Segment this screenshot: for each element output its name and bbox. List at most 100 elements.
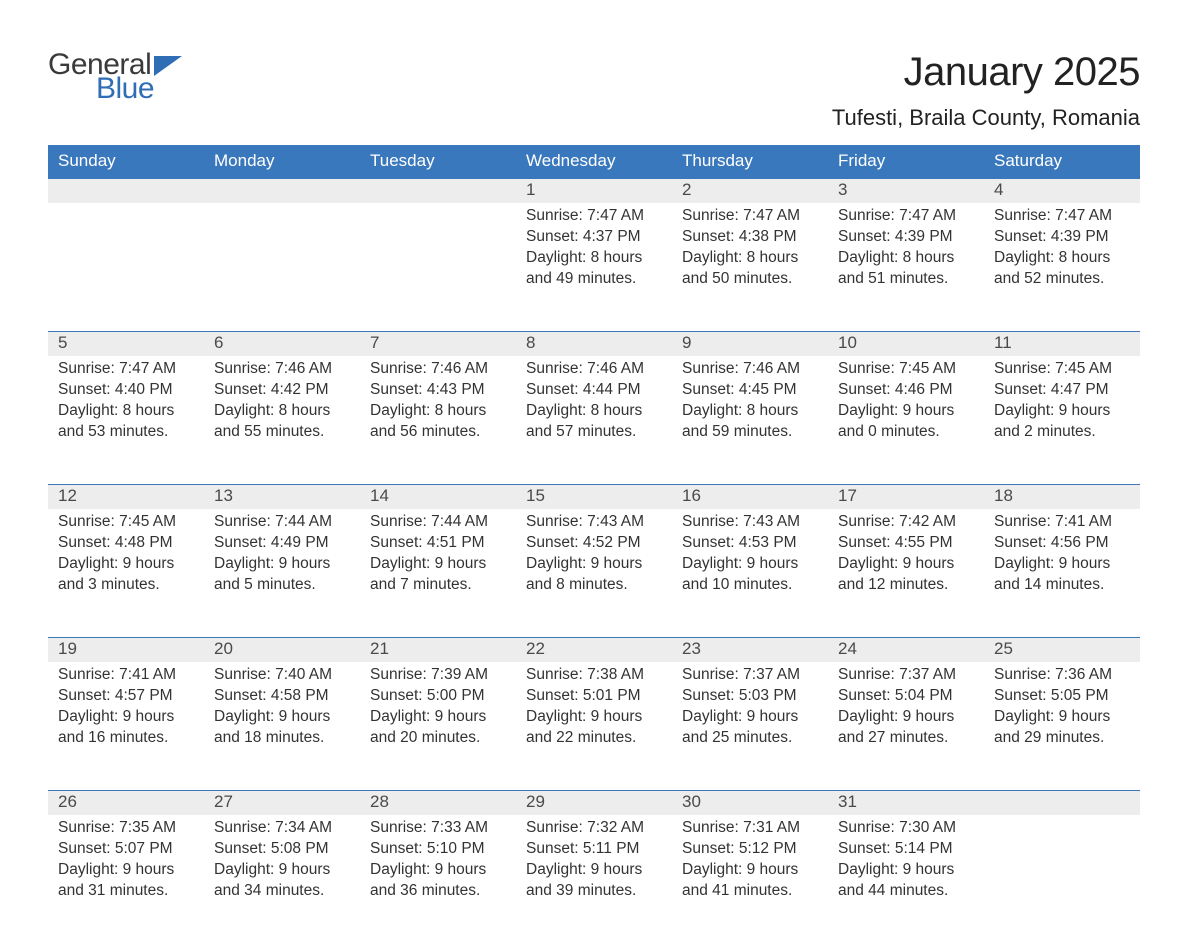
day-number: 27 xyxy=(204,791,360,815)
sunset-text: Sunset: 4:58 PM xyxy=(214,686,350,707)
day-cell xyxy=(984,815,1140,943)
day-detail: Sunrise: 7:43 AMSunset: 4:52 PMDaylight:… xyxy=(526,509,662,596)
weekday-header-row: Sunday Monday Tuesday Wednesday Thursday… xyxy=(48,145,1140,178)
day-number: 26 xyxy=(48,791,204,815)
sunset-text: Sunset: 5:07 PM xyxy=(58,839,194,860)
day-detail: Sunrise: 7:41 AMSunset: 4:56 PMDaylight:… xyxy=(994,509,1130,596)
daylight-text: Daylight: 9 hours and 31 minutes. xyxy=(58,860,194,902)
sunset-text: Sunset: 4:49 PM xyxy=(214,533,350,554)
day-number: 18 xyxy=(984,485,1140,509)
day-cell: Sunrise: 7:47 AMSunset: 4:39 PMDaylight:… xyxy=(984,203,1140,331)
day-number: 30 xyxy=(672,791,828,815)
day-detail: Sunrise: 7:45 AMSunset: 4:46 PMDaylight:… xyxy=(838,356,974,443)
daylight-text: Daylight: 9 hours and 22 minutes. xyxy=(526,707,662,749)
calendar-week: 567891011Sunrise: 7:47 AMSunset: 4:40 PM… xyxy=(48,331,1140,484)
day-cell: Sunrise: 7:36 AMSunset: 5:05 PMDaylight:… xyxy=(984,662,1140,790)
day-cell: Sunrise: 7:47 AMSunset: 4:40 PMDaylight:… xyxy=(48,356,204,484)
day-cell: Sunrise: 7:47 AMSunset: 4:38 PMDaylight:… xyxy=(672,203,828,331)
day-cell xyxy=(204,203,360,331)
day-cell: Sunrise: 7:32 AMSunset: 5:11 PMDaylight:… xyxy=(516,815,672,943)
sunset-text: Sunset: 4:43 PM xyxy=(370,380,506,401)
logo: General Blue xyxy=(48,50,182,104)
daylight-text: Daylight: 9 hours and 18 minutes. xyxy=(214,707,350,749)
day-detail: Sunrise: 7:47 AMSunset: 4:39 PMDaylight:… xyxy=(838,203,974,290)
day-cell: Sunrise: 7:43 AMSunset: 4:52 PMDaylight:… xyxy=(516,509,672,637)
day-number: 25 xyxy=(984,638,1140,662)
sunrise-text: Sunrise: 7:37 AM xyxy=(838,665,974,686)
sunset-text: Sunset: 4:48 PM xyxy=(58,533,194,554)
sunset-text: Sunset: 4:38 PM xyxy=(682,227,818,248)
day-cell: Sunrise: 7:41 AMSunset: 4:57 PMDaylight:… xyxy=(48,662,204,790)
sunrise-text: Sunrise: 7:40 AM xyxy=(214,665,350,686)
daylight-text: Daylight: 9 hours and 27 minutes. xyxy=(838,707,974,749)
day-number: 12 xyxy=(48,485,204,509)
sunrise-text: Sunrise: 7:47 AM xyxy=(682,206,818,227)
day-detail: Sunrise: 7:34 AMSunset: 5:08 PMDaylight:… xyxy=(214,815,350,902)
daylight-text: Daylight: 9 hours and 41 minutes. xyxy=(682,860,818,902)
sunset-text: Sunset: 4:39 PM xyxy=(838,227,974,248)
day-cell: Sunrise: 7:30 AMSunset: 5:14 PMDaylight:… xyxy=(828,815,984,943)
sunset-text: Sunset: 5:03 PM xyxy=(682,686,818,707)
sunset-text: Sunset: 4:37 PM xyxy=(526,227,662,248)
day-detail: Sunrise: 7:46 AMSunset: 4:43 PMDaylight:… xyxy=(370,356,506,443)
sunrise-text: Sunrise: 7:31 AM xyxy=(682,818,818,839)
daylight-text: Daylight: 8 hours and 57 minutes. xyxy=(526,401,662,443)
weekday-header: Tuesday xyxy=(360,145,516,178)
day-cell: Sunrise: 7:46 AMSunset: 4:43 PMDaylight:… xyxy=(360,356,516,484)
sunset-text: Sunset: 4:44 PM xyxy=(526,380,662,401)
day-detail: Sunrise: 7:33 AMSunset: 5:10 PMDaylight:… xyxy=(370,815,506,902)
calendar: Sunday Monday Tuesday Wednesday Thursday… xyxy=(48,145,1140,943)
day-number: 10 xyxy=(828,332,984,356)
day-detail: Sunrise: 7:43 AMSunset: 4:53 PMDaylight:… xyxy=(682,509,818,596)
weekday-header: Wednesday xyxy=(516,145,672,178)
day-number: 23 xyxy=(672,638,828,662)
sunrise-text: Sunrise: 7:45 AM xyxy=(994,359,1130,380)
daylight-text: Daylight: 9 hours and 16 minutes. xyxy=(58,707,194,749)
calendar-week: 1234Sunrise: 7:47 AMSunset: 4:37 PMDayli… xyxy=(48,178,1140,331)
day-detail: Sunrise: 7:38 AMSunset: 5:01 PMDaylight:… xyxy=(526,662,662,749)
sunset-text: Sunset: 5:05 PM xyxy=(994,686,1130,707)
day-number: 13 xyxy=(204,485,360,509)
day-cell: Sunrise: 7:45 AMSunset: 4:47 PMDaylight:… xyxy=(984,356,1140,484)
sunrise-text: Sunrise: 7:37 AM xyxy=(682,665,818,686)
daylight-text: Daylight: 9 hours and 25 minutes. xyxy=(682,707,818,749)
sunset-text: Sunset: 4:39 PM xyxy=(994,227,1130,248)
sunrise-text: Sunrise: 7:34 AM xyxy=(214,818,350,839)
day-detail: Sunrise: 7:32 AMSunset: 5:11 PMDaylight:… xyxy=(526,815,662,902)
day-detail: Sunrise: 7:47 AMSunset: 4:38 PMDaylight:… xyxy=(682,203,818,290)
sunrise-text: Sunrise: 7:35 AM xyxy=(58,818,194,839)
day-number: 11 xyxy=(984,332,1140,356)
day-cell: Sunrise: 7:41 AMSunset: 4:56 PMDaylight:… xyxy=(984,509,1140,637)
logo-line2: Blue xyxy=(96,74,154,104)
day-number: 7 xyxy=(360,332,516,356)
day-detail: Sunrise: 7:35 AMSunset: 5:07 PMDaylight:… xyxy=(58,815,194,902)
sunrise-text: Sunrise: 7:46 AM xyxy=(526,359,662,380)
daylight-text: Daylight: 9 hours and 44 minutes. xyxy=(838,860,974,902)
day-cell: Sunrise: 7:46 AMSunset: 4:42 PMDaylight:… xyxy=(204,356,360,484)
daylight-text: Daylight: 8 hours and 52 minutes. xyxy=(994,248,1130,290)
day-detail: Sunrise: 7:47 AMSunset: 4:39 PMDaylight:… xyxy=(994,203,1130,290)
day-cell: Sunrise: 7:47 AMSunset: 4:39 PMDaylight:… xyxy=(828,203,984,331)
sunset-text: Sunset: 4:56 PM xyxy=(994,533,1130,554)
sunset-text: Sunset: 5:00 PM xyxy=(370,686,506,707)
sunrise-text: Sunrise: 7:47 AM xyxy=(994,206,1130,227)
day-cell: Sunrise: 7:33 AMSunset: 5:10 PMDaylight:… xyxy=(360,815,516,943)
daylight-text: Daylight: 9 hours and 10 minutes. xyxy=(682,554,818,596)
day-number: 17 xyxy=(828,485,984,509)
day-cell: Sunrise: 7:46 AMSunset: 4:45 PMDaylight:… xyxy=(672,356,828,484)
sunrise-text: Sunrise: 7:32 AM xyxy=(526,818,662,839)
sunrise-text: Sunrise: 7:47 AM xyxy=(526,206,662,227)
day-cell: Sunrise: 7:37 AMSunset: 5:03 PMDaylight:… xyxy=(672,662,828,790)
daylight-text: Daylight: 9 hours and 20 minutes. xyxy=(370,707,506,749)
sunrise-text: Sunrise: 7:45 AM xyxy=(838,359,974,380)
day-number: 14 xyxy=(360,485,516,509)
day-cell: Sunrise: 7:42 AMSunset: 4:55 PMDaylight:… xyxy=(828,509,984,637)
sunrise-text: Sunrise: 7:44 AM xyxy=(214,512,350,533)
sunrise-text: Sunrise: 7:42 AM xyxy=(838,512,974,533)
sunset-text: Sunset: 5:10 PM xyxy=(370,839,506,860)
sunrise-text: Sunrise: 7:47 AM xyxy=(58,359,194,380)
daylight-text: Daylight: 8 hours and 55 minutes. xyxy=(214,401,350,443)
sunset-text: Sunset: 4:53 PM xyxy=(682,533,818,554)
weeks-container: 1234Sunrise: 7:47 AMSunset: 4:37 PMDayli… xyxy=(48,178,1140,943)
daylight-text: Daylight: 9 hours and 29 minutes. xyxy=(994,707,1130,749)
